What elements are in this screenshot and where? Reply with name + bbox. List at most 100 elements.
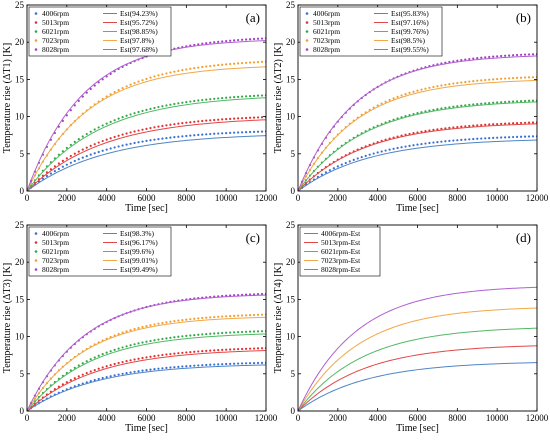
series-marker [173, 102, 176, 106]
legend-entry-label: Est(94.23%) [120, 9, 158, 18]
series-line [298, 307, 537, 411]
legend-marker [34, 48, 38, 51]
series-marker [69, 379, 72, 382]
series-marker [177, 69, 180, 72]
series-marker [185, 318, 188, 321]
x-tick-label: 6000 [409, 193, 428, 203]
series-marker [452, 82, 455, 85]
series-marker [523, 135, 527, 138]
series-marker [256, 313, 260, 316]
series-marker [89, 370, 92, 373]
series-marker [73, 140, 76, 143]
series-marker [145, 340, 148, 343]
legend-marker [34, 12, 38, 15]
series-marker [527, 76, 531, 79]
series-marker [440, 127, 443, 130]
legend-entry-label: 7023rpm [42, 256, 69, 265]
legend-entry-label: 5013rpm [313, 18, 340, 27]
series-marker [225, 39, 228, 43]
series-marker [81, 135, 84, 138]
series-marker [436, 85, 439, 88]
series-marker [89, 358, 92, 361]
series-marker [73, 366, 76, 369]
x-tick-label: 4000 [98, 413, 117, 423]
series-marker [193, 134, 196, 137]
y-tick-label: 10 [15, 112, 25, 122]
series-marker [500, 54, 503, 58]
series-marker [201, 65, 204, 69]
series-marker [456, 81, 459, 85]
legend-entry-label: Est(97.68%) [120, 45, 158, 54]
y-tick-label: 0 [20, 406, 25, 416]
series-marker [476, 79, 479, 82]
y-tick-label: 5 [20, 369, 25, 379]
series-marker [169, 71, 172, 74]
x-tick-label: 2000 [329, 413, 348, 423]
series-marker [177, 319, 180, 322]
series-marker [53, 165, 56, 168]
series-marker [244, 116, 248, 120]
series-marker [252, 130, 256, 133]
series-line [27, 66, 266, 191]
series-marker [185, 334, 188, 337]
series-marker [85, 146, 88, 149]
data-layer [298, 286, 537, 411]
series-marker [149, 126, 152, 130]
series-marker [129, 131, 132, 134]
legend-entry-label: 7023rpm [42, 36, 69, 45]
series-marker [165, 124, 168, 127]
series-marker [69, 143, 72, 146]
series-marker [205, 316, 208, 319]
series-marker [408, 144, 411, 147]
series-marker [173, 336, 176, 339]
series-marker [256, 330, 260, 333]
series-marker [360, 156, 363, 159]
series-marker [193, 333, 196, 337]
series-marker [252, 361, 256, 365]
series-marker [125, 372, 128, 375]
series-marker [260, 292, 264, 296]
x-tick-label: 2000 [58, 193, 77, 203]
series-marker [237, 314, 240, 317]
series-marker [213, 315, 216, 319]
series-marker [145, 324, 148, 328]
series-marker [432, 85, 435, 89]
series-marker [217, 132, 220, 135]
series-marker [492, 123, 495, 126]
series-marker [77, 99, 80, 102]
series-marker [141, 140, 144, 143]
series-marker [221, 132, 224, 135]
series-marker [504, 100, 507, 104]
series-marker [408, 113, 411, 117]
series-marker [213, 64, 216, 67]
series-marker [480, 56, 483, 59]
series-marker [420, 88, 423, 91]
series-marker [137, 370, 140, 373]
series-marker [248, 61, 252, 64]
series-line [27, 294, 266, 411]
series-marker [57, 167, 60, 170]
series-marker [197, 364, 200, 367]
series-marker [205, 349, 208, 352]
series-marker [197, 350, 200, 353]
series-marker [248, 330, 252, 333]
x-axis-label: Time [sec] [396, 423, 439, 434]
series-marker [93, 128, 96, 131]
series-marker [117, 347, 120, 350]
y-tick-label: 15 [15, 74, 25, 84]
series-marker [396, 95, 399, 98]
series-marker [248, 94, 252, 98]
series-marker [201, 98, 204, 102]
series-marker [233, 117, 236, 120]
series-marker [229, 117, 232, 120]
series-marker [213, 41, 216, 44]
series-marker [133, 358, 136, 361]
legend-entry-label: Est(99.76%) [391, 27, 429, 36]
series-marker [400, 146, 403, 149]
series-marker [197, 99, 200, 102]
series-marker [508, 54, 511, 57]
series-marker [260, 361, 264, 364]
series-marker [523, 99, 527, 103]
series-marker [256, 61, 260, 64]
series-marker [205, 65, 208, 68]
